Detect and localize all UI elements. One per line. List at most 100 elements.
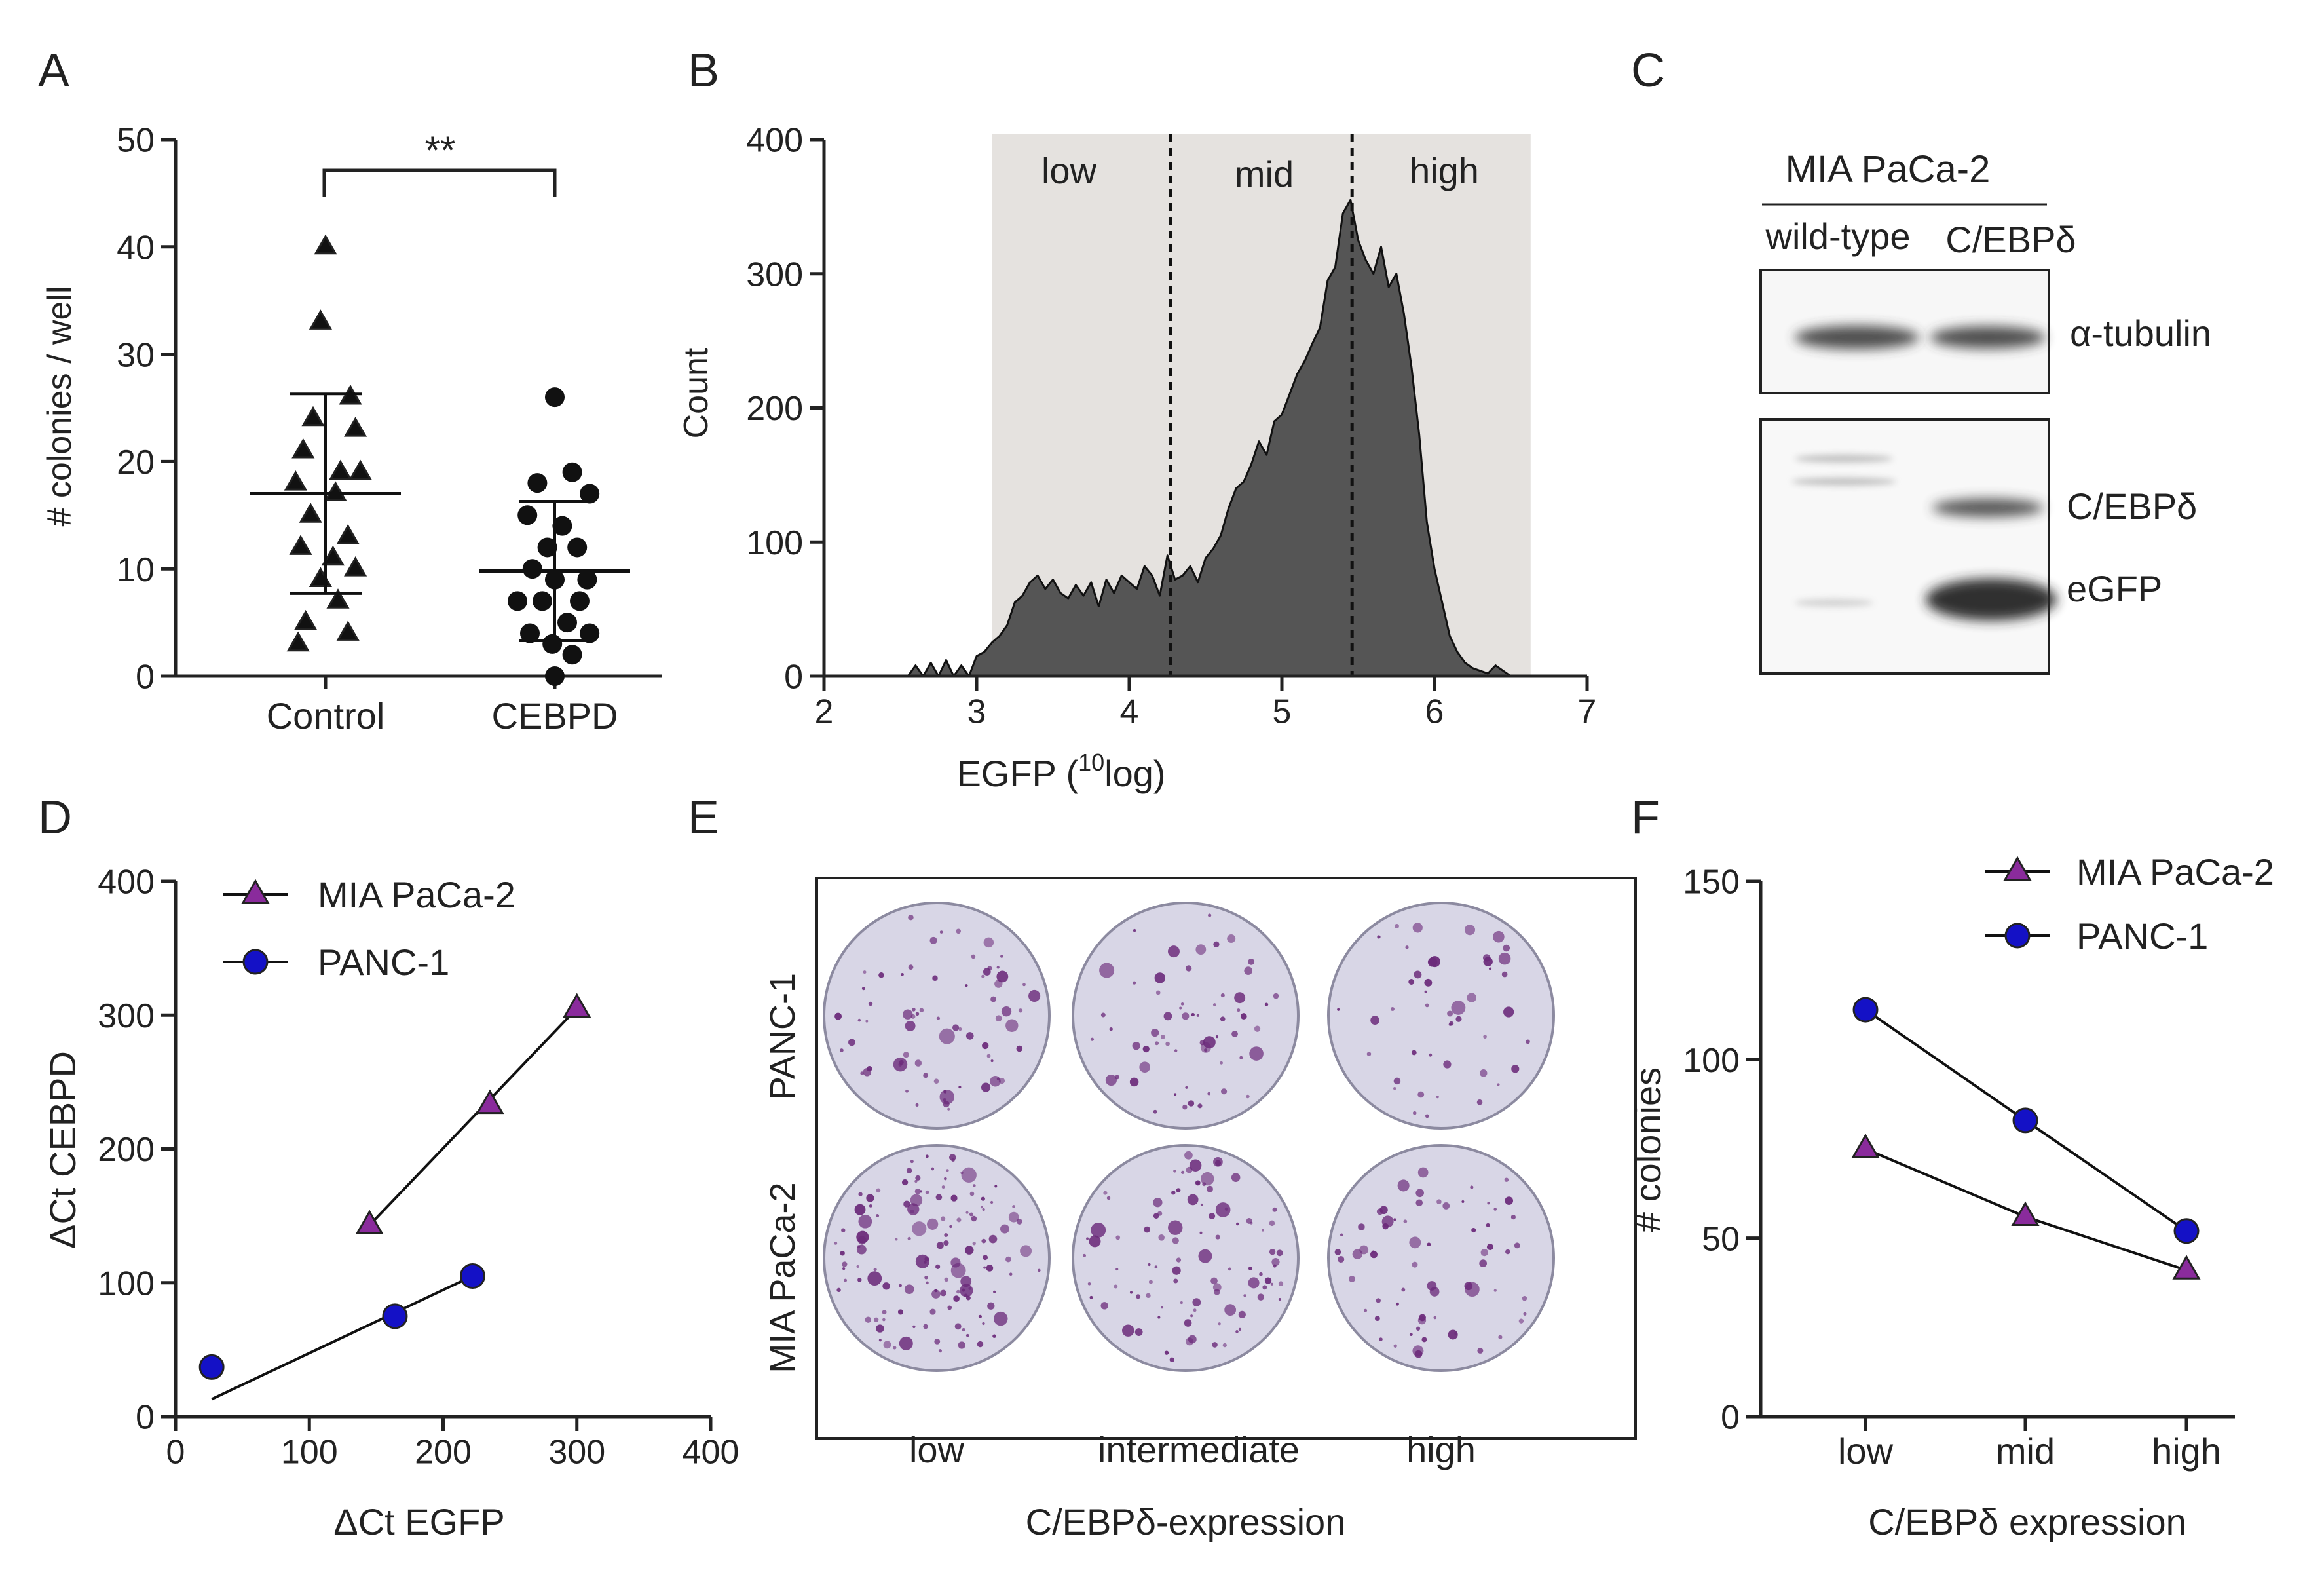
panel-f-miapaca-point [2172, 1255, 2201, 1280]
plates-col-intermediate: intermediate [1098, 1429, 1300, 1470]
panel-b-y-tick-label: 300 [746, 256, 803, 294]
panel-b-x-tick-label: 7 [1578, 693, 1597, 731]
plate-panc1-high-colony [1405, 945, 1409, 949]
plate-miapaca-low-colony [907, 1203, 920, 1215]
plate-miapaca-intermediate-colony [1171, 1191, 1176, 1195]
plate-miapaca-high-colony [1505, 1249, 1510, 1255]
plate-panc1-low-colony [981, 1082, 991, 1092]
plate-miapaca-low-colony [951, 1158, 955, 1162]
plate-panc1-intermediate-colony [1215, 1035, 1219, 1039]
plate-panc1-high-colony [1467, 993, 1476, 1002]
plate-miapaca-low-colony [971, 1215, 977, 1222]
plate-miapaca-low-colony [944, 1233, 948, 1237]
plate-miapaca-intermediate-colony [1231, 1173, 1241, 1182]
plate-miapaca-high-colony [1465, 1282, 1480, 1297]
plate-panc1-intermediate-colony [1208, 913, 1212, 917]
plate-panc1-intermediate-colony [1273, 993, 1279, 999]
plate-miapaca-low-colony [914, 1179, 918, 1183]
plate-miapaca-low-colony [866, 1194, 874, 1202]
plate-panc1-intermediate-colony [1133, 928, 1136, 932]
panel-a-cebpd-point [580, 484, 600, 504]
plate-panc1-high-colony [1393, 1087, 1396, 1090]
plate-panc1-low-colony [863, 970, 867, 974]
blot-lane-wildtype: wild-type [1765, 216, 1911, 257]
plate-panc1-high-colony [1337, 1008, 1340, 1011]
plate-miapaca-low-colony [934, 1338, 941, 1345]
plate-miapaca-intermediate-colony [1091, 1222, 1106, 1238]
panel-f-legend-panc1-label: PANC-1 [2076, 915, 2208, 957]
plate-miapaca-low-colony [903, 1200, 910, 1208]
plates-xlabel: C/EBPδ-expression [1026, 1501, 1346, 1542]
plate-miapaca-low-colony [893, 1346, 897, 1350]
plate-miapaca-intermediate-colony [1271, 1257, 1280, 1267]
plate-panc1-low-colony [914, 1059, 922, 1067]
plate-miapaca-low-colony [1012, 1205, 1015, 1208]
plate-miapaca-intermediate-colony [1146, 1293, 1151, 1299]
plate-miapaca-intermediate-colony [1164, 1350, 1169, 1355]
plate-panc1-low-colony [905, 1020, 916, 1031]
panel-b-y-tick-label: 400 [746, 122, 803, 160]
plate-panc1-intermediate-colony [1153, 1109, 1157, 1114]
plate-panc1-low-colony [915, 1012, 920, 1016]
blot-band-tubulin-wildtype [1795, 326, 1919, 349]
plate-miapaca-low-colony [925, 1190, 929, 1194]
plate-panc1-low-colony [1000, 955, 1003, 958]
plate-miapaca-intermediate-colony [1168, 1220, 1183, 1235]
plate-miapaca-low-colony [836, 1287, 841, 1293]
plate-miapaca-low-colony [876, 1188, 881, 1193]
plate-miapaca-low-colony [840, 1251, 845, 1256]
plate-miapaca-low-colony [983, 1255, 988, 1261]
plate-miapaca-high-colony [1401, 1287, 1406, 1292]
plate-miapaca-high-colony [1379, 1337, 1383, 1341]
plate-panc1-intermediate-colony [1231, 1031, 1238, 1037]
plate-panc1-low-colony [1022, 983, 1026, 987]
plate-miapaca-intermediate-colony [1215, 1234, 1220, 1240]
plate-panc1-high-colony [1526, 1039, 1530, 1044]
panel-f-x-tick-label: mid [1996, 1430, 2055, 1472]
plate-panc1-intermediate-colony [1132, 1041, 1140, 1050]
plate-miapaca-intermediate-colony [1218, 1322, 1221, 1326]
plate-panc1-high-colony [1503, 1006, 1514, 1018]
plate-miapaca-low-colony [954, 1323, 962, 1330]
plate-miapaca-intermediate-colony [1228, 1267, 1231, 1271]
panel-a-cebpd-point [577, 569, 597, 590]
plate-panc1-high-colony [1417, 1091, 1425, 1098]
plate-miapaca-intermediate-colony [1176, 1188, 1181, 1193]
plate-miapaca-low-colony [943, 1177, 947, 1181]
plate-miapaca-high-colony [1393, 1344, 1397, 1348]
panel-b-histogram-area [907, 199, 1512, 677]
plate-miapaca-intermediate-colony [1272, 1207, 1277, 1212]
plate-panc1-low-colony [903, 1009, 913, 1020]
plate-miapaca-high [1327, 1144, 1555, 1372]
panel-c-western-blot: MIA PaCa-2 wild-type C/EBPδ α-tubulin C/… [1759, 148, 2211, 675]
plate-miapaca-high-colony [1480, 1248, 1488, 1257]
plate-miapaca-intermediate-colony [1201, 1172, 1214, 1186]
panel-label-b: B [688, 45, 719, 97]
panel-a-y-tick-label: 0 [136, 658, 155, 696]
plate-miapaca-intermediate-colony [1250, 1221, 1253, 1225]
plate-miapaca-high-colony [1415, 1189, 1424, 1198]
plate-panc1-high-colony [1451, 1000, 1466, 1015]
plate-miapaca-intermediate-colony [1213, 1156, 1223, 1167]
plate-miapaca-low-colony [874, 1317, 879, 1322]
plate-panc1-intermediate-colony [1195, 944, 1207, 955]
plate-miapaca-high-colony [1412, 1261, 1418, 1268]
plate-panc1-intermediate-colony [1220, 993, 1225, 998]
plate-panc1-intermediate-colony [1191, 1012, 1195, 1017]
plate-panc1-low-colony [908, 914, 914, 921]
panel-a-y-tick-label: 20 [117, 444, 155, 482]
panel-a-y-tick-label: 10 [117, 551, 155, 589]
plate-miapaca-high-colony [1414, 1350, 1423, 1358]
plate-miapaca-low-colony [910, 1210, 914, 1214]
panel-b-y-tick-label: 0 [784, 658, 803, 696]
plate-miapaca-low-colony [964, 1246, 974, 1255]
plate-miapaca-low-colony [965, 1333, 969, 1337]
plate-miapaca-low-colony [912, 1221, 927, 1236]
plate-miapaca-low-colony [931, 1289, 941, 1299]
blot-band-faint-2 [1791, 478, 1896, 486]
plate-panc1-low-colony [956, 928, 961, 934]
plate-miapaca-intermediate-colony [1262, 1285, 1267, 1290]
plate-miapaca-high-colony [1514, 1242, 1520, 1249]
plate-miapaca-intermediate-colony [1261, 1229, 1264, 1232]
blot-band-egfp [1926, 579, 2057, 620]
